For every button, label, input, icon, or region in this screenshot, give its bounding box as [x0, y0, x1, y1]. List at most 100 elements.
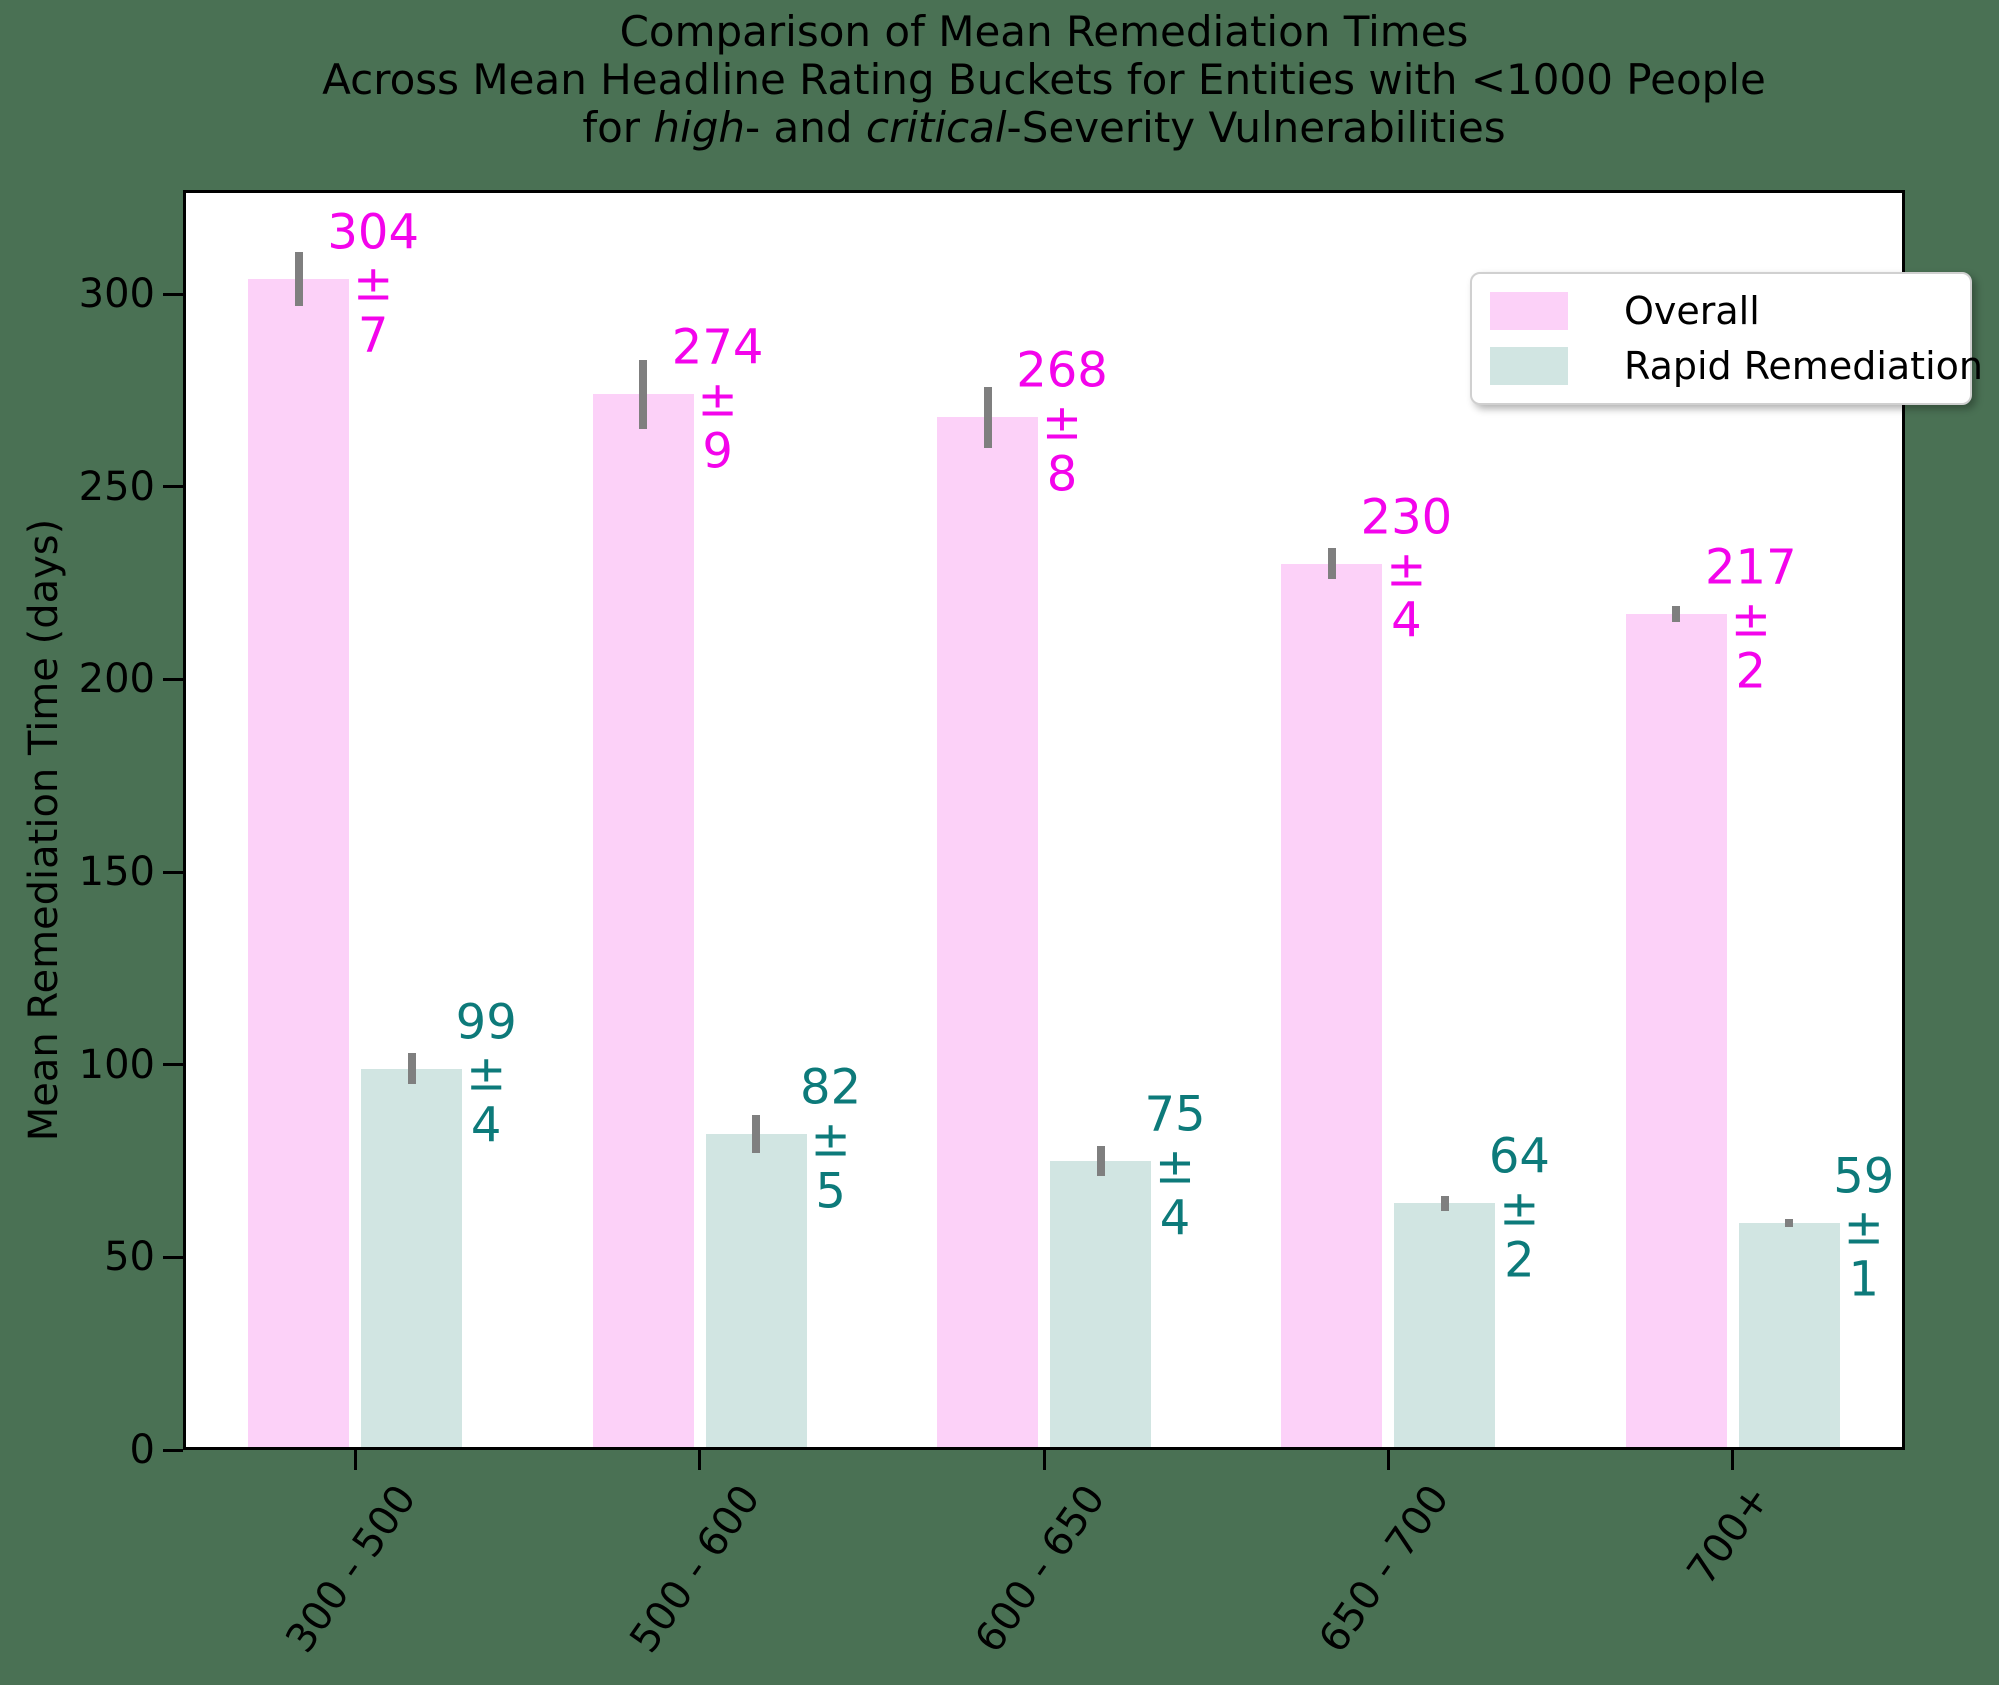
y-tick-mark [163, 870, 183, 874]
y-tick-label: 300 [78, 271, 155, 318]
value-label-line: 8 [1046, 446, 1078, 503]
bar-overall-700 [1625, 613, 1727, 1450]
title-text: Across Mean Headline Rating Buckets for … [322, 55, 1766, 104]
y-tick-label: 50 [104, 1234, 155, 1281]
value-label-line: 274 [671, 319, 764, 376]
legend: Overall Rapid Remediation [1470, 272, 1983, 405]
value-label: 304 ±7 [327, 203, 419, 364]
error-bar [1327, 548, 1336, 580]
legend-label: Overall [1624, 289, 1760, 334]
value-label: 99 ±4 [455, 993, 517, 1154]
value-label-line: ± [810, 1111, 851, 1168]
y-tick-label: 200 [78, 656, 155, 703]
value-label-line: ± [1041, 394, 1083, 451]
chart-title-line-3: for high- and critical-Severity Vulnerab… [183, 104, 1905, 152]
value-label-line: 9 [702, 423, 733, 480]
value-label-line: 2 [1735, 642, 1767, 699]
value-label-line: 4 [470, 1097, 502, 1154]
x-tick-mark [1386, 1450, 1390, 1470]
value-label: 217 ±2 [1704, 539, 1797, 699]
value-label-line: ± [1730, 590, 1771, 647]
bar-rapid-remediation-650-700 [1394, 1203, 1496, 1450]
title-italic-word: high [653, 103, 745, 152]
x-tick-label-700: 700+ [1678, 1476, 1780, 1594]
value-label-line: 230 [1360, 489, 1453, 546]
y-tick-mark [163, 677, 183, 681]
title-text: - and [745, 103, 866, 152]
value-label-line: 75 [1144, 1086, 1206, 1143]
y-tick-mark [163, 1255, 183, 1259]
bar-rapid-remediation-500-600 [705, 1134, 807, 1450]
title-text: for [582, 103, 654, 152]
x-tick-mark [353, 1450, 357, 1470]
value-label-line: ± [1843, 1199, 1884, 1256]
bar-rapid-remediation-600-650 [1050, 1161, 1151, 1450]
value-label-line: 268 [1016, 342, 1108, 399]
value-label-line: 4 [1159, 1189, 1191, 1246]
x-tick-mark [1731, 1450, 1735, 1470]
x-tick-label-600-650: 600 - 650 [965, 1476, 1114, 1661]
value-label-line: 82 [800, 1059, 862, 1116]
title-text: Comparison of Mean Remediation Times [619, 7, 1469, 56]
x-tick-mark [1042, 1450, 1046, 1470]
error-bar [1785, 1218, 1794, 1227]
y-tick-mark [163, 1063, 183, 1067]
value-label: 268 ±8 [1016, 342, 1108, 503]
error-bar [407, 1053, 416, 1084]
y-tick-label: 0 [129, 1427, 155, 1473]
legend-label: Rapid Remediation [1624, 343, 1983, 388]
value-label-line: 64 [1488, 1128, 1550, 1185]
value-label-line: 217 [1704, 539, 1797, 596]
value-label-line: ± [697, 371, 738, 428]
bar-rapid-remediation-700 [1738, 1222, 1840, 1450]
bar-rapid-remediation-300-500 [361, 1068, 463, 1450]
value-label-line: ± [1499, 1180, 1540, 1237]
value-label-line: 2 [1504, 1232, 1535, 1289]
chart-title-line-1: Comparison of Mean Remediation Times [183, 8, 1905, 56]
value-label-line: ± [1386, 540, 1427, 597]
legend-swatch [1490, 346, 1568, 385]
bar-overall-600-650 [937, 417, 1038, 1450]
bar-overall-500-600 [592, 394, 694, 1450]
value-label-line: 5 [815, 1162, 846, 1219]
error-bar [1096, 1145, 1105, 1177]
y-tick-mark [163, 1448, 183, 1452]
legend-swatch [1490, 292, 1568, 331]
value-label-line: 4 [1391, 592, 1422, 649]
error-bar [294, 251, 303, 306]
chart-title-line-2: Across Mean Headline Rating Buckets for … [183, 56, 1905, 104]
title-italic-word: critical [865, 103, 1007, 152]
x-tick-mark [698, 1450, 702, 1470]
y-axis-label: Mean Remediation Time (days) [21, 518, 67, 1142]
value-label-line: 1 [1848, 1251, 1880, 1308]
bar-overall-650-700 [1281, 563, 1383, 1450]
value-label-line: 7 [357, 307, 389, 364]
value-label: 59 ±1 [1833, 1147, 1895, 1308]
value-label-line: ± [353, 255, 394, 312]
value-label-line: ± [466, 1045, 507, 1102]
y-tick-label: 150 [78, 849, 155, 896]
bar-overall-300-500 [248, 278, 350, 1450]
value-label-line: 59 [1833, 1147, 1895, 1204]
chart-title: Comparison of Mean Remediation Times Acro… [183, 8, 1905, 152]
value-label: 230 ±4 [1360, 489, 1453, 649]
value-label: 75 ±4 [1144, 1086, 1206, 1246]
value-label-line: ± [1154, 1138, 1196, 1195]
y-tick-label: 250 [78, 463, 155, 510]
y-tick-mark [163, 292, 183, 296]
error-bar [1672, 606, 1681, 622]
value-label: 274 ±9 [672, 322, 764, 477]
value-label-line: 99 [455, 993, 517, 1050]
error-bar [639, 359, 648, 429]
title-text: -Severity Vulnerabilities [1006, 103, 1506, 152]
error-bar [983, 386, 992, 449]
y-tick-mark [163, 485, 183, 489]
legend-item-rapid-remediation: Rapid Remediation [1490, 344, 1983, 388]
value-label-line: 304 [327, 203, 419, 260]
legend-item-overall: Overall [1490, 289, 1952, 333]
value-label: 64 ±2 [1488, 1128, 1550, 1289]
value-label: 82 ±5 [800, 1059, 862, 1219]
error-bar [1440, 1195, 1449, 1212]
error-bar [752, 1114, 761, 1154]
